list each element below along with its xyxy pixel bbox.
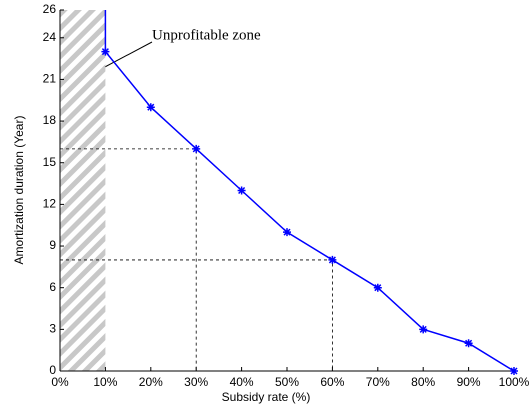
x-tick-label: 70% <box>366 375 390 389</box>
data-marker <box>237 186 246 195</box>
guide-line <box>60 148 197 371</box>
x-tick-label: 80% <box>411 375 435 389</box>
x-tick-label: 40% <box>230 375 254 389</box>
y-tick-label: 6 <box>49 280 56 294</box>
x-tick-label: 60% <box>320 375 344 389</box>
y-tick-label: 9 <box>49 238 56 252</box>
data-marker <box>510 367 518 375</box>
x-tick-label: 30% <box>184 375 208 389</box>
data-line <box>104 10 515 372</box>
data-marker <box>464 339 473 348</box>
y-tick-label: 26 <box>43 2 57 16</box>
data-marker <box>146 103 155 112</box>
data-marker <box>283 228 291 237</box>
y-tick-label: 21 <box>43 72 57 86</box>
y-tick-label: 0 <box>49 363 56 377</box>
data-marker <box>192 144 201 153</box>
y-axis-label: Amortization duration (Year) <box>12 116 26 265</box>
unprofitable-zone <box>60 10 106 371</box>
y-tick-label: 3 <box>49 322 56 336</box>
x-tick-label: 20% <box>139 375 163 389</box>
data-marker <box>373 283 382 292</box>
x-tick-label: 90% <box>457 375 481 389</box>
x-tick-label: 0% <box>51 375 69 389</box>
data-marker <box>328 255 337 264</box>
data-marker <box>419 325 428 334</box>
x-tick-label: 50% <box>275 375 299 389</box>
data-marker <box>101 47 110 56</box>
y-tick-label: 18 <box>43 113 57 127</box>
x-tick-label: 100% <box>499 375 530 389</box>
x-tick-label: 10% <box>93 375 117 389</box>
x-axis-label: Subsidy rate (%) <box>222 390 311 404</box>
y-tick-label: 12 <box>43 197 57 211</box>
y-tick-label: 15 <box>43 155 57 169</box>
y-tick-label: 24 <box>43 30 57 44</box>
annotation: Unprofitable zone <box>152 27 261 43</box>
